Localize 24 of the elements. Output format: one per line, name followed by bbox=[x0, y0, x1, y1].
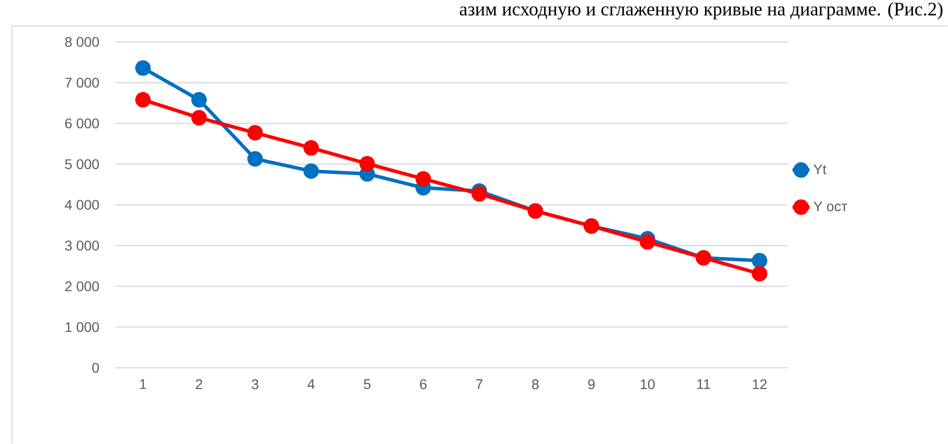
x-tick-label: 11 bbox=[697, 379, 710, 389]
y-tick-label: 2 000 bbox=[65, 281, 99, 292]
x-tick-label: 9 bbox=[588, 379, 595, 390]
legend-label: Y ост bbox=[814, 201, 848, 212]
y-tick-label: 3 000 bbox=[65, 240, 99, 250]
x-tick-label: 5 bbox=[364, 379, 370, 389]
x-tick-label: 2 bbox=[196, 379, 202, 389]
x-tick-label: 10 bbox=[640, 379, 655, 390]
y-tick-label: 0 bbox=[92, 362, 99, 373]
y-tick-label: 5 000 bbox=[65, 159, 99, 169]
y-tick-label: 4 000 bbox=[64, 200, 99, 210]
y-tick-label: 1 000 bbox=[66, 322, 99, 332]
x-tick-label: 6 bbox=[420, 379, 427, 390]
y-tick-label: 8 000 bbox=[65, 36, 99, 47]
text: азим исходную и сглаженную кривые на диаграмме. (Рис.2) bbox=[460, 2, 942, 20]
legend-label: Yt bbox=[814, 164, 826, 174]
y-tick-label: 7 000 bbox=[65, 78, 99, 88]
x-tick-label: 3 bbox=[252, 379, 258, 390]
x-tick-label: 1 bbox=[140, 379, 146, 389]
x-tick-label: 8 bbox=[532, 379, 539, 390]
x-tick-label: 7 bbox=[476, 379, 482, 389]
x-tick-label: 4 bbox=[308, 379, 315, 389]
x-tick-label: 12 bbox=[752, 379, 767, 389]
y-tick-label: 6 000 bbox=[65, 118, 99, 128]
